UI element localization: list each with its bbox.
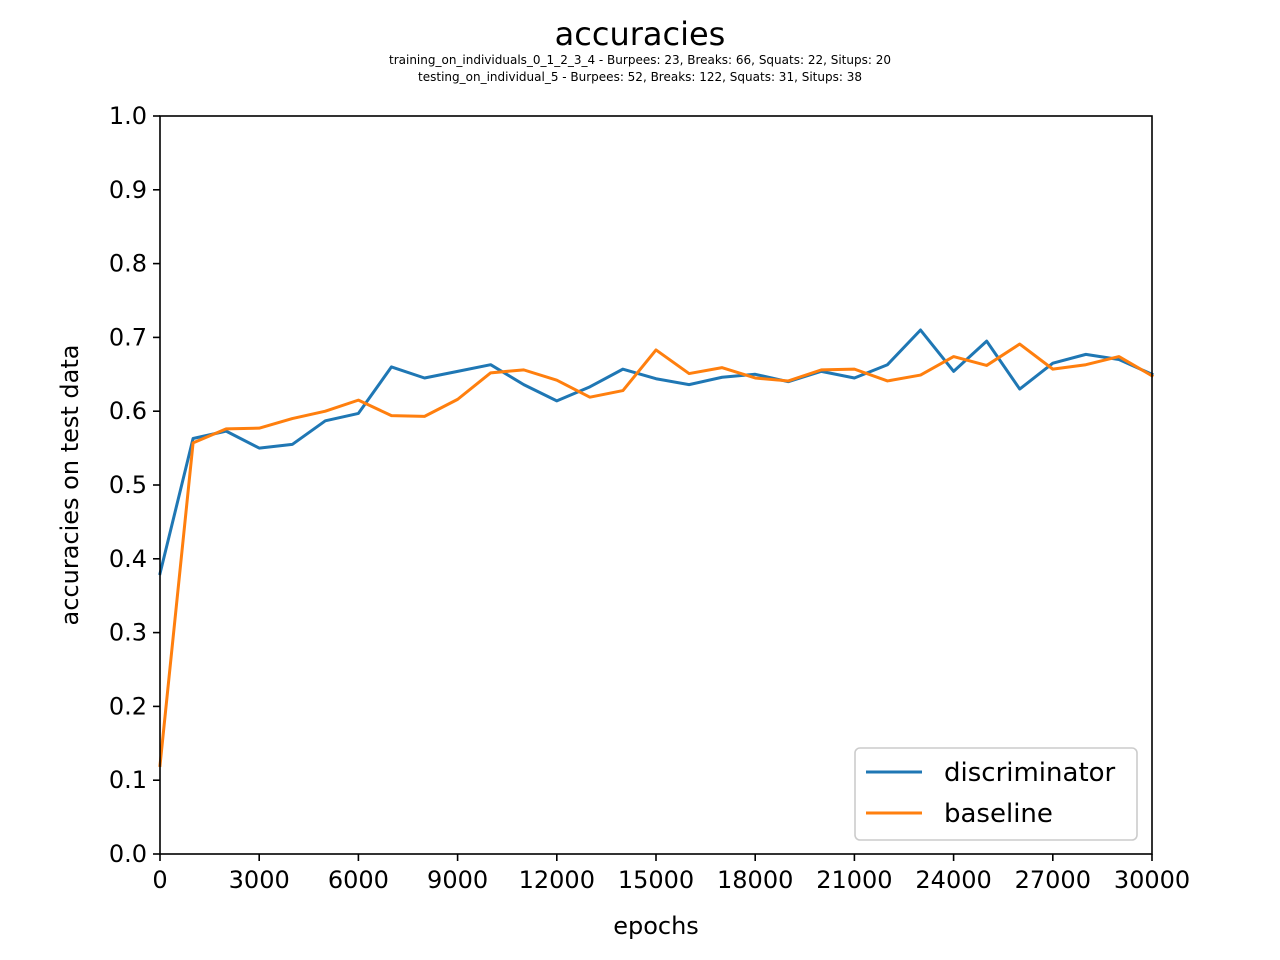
x-tick-label: 21000: [816, 866, 892, 894]
y-tick-label: 0.2: [109, 692, 147, 720]
y-axis-label: accuracies on test data: [56, 345, 84, 626]
y-tick-label: 0.0: [109, 840, 147, 868]
legend-label-discriminator: discriminator: [944, 758, 1116, 788]
legend-label-baseline: baseline: [944, 799, 1053, 829]
y-tick-label: 0.8: [109, 250, 147, 278]
x-tick-label: 30000: [1114, 866, 1190, 894]
y-tick-label: 0.6: [109, 397, 147, 425]
x-tick-label: 27000: [1015, 866, 1091, 894]
x-tick-label: 0: [152, 866, 167, 894]
x-axis: 0 3000 6000 9000 12000 15000 18000 21000 24000 27…: [152, 854, 1190, 894]
x-tick-label: 3000: [229, 866, 290, 894]
x-tick-label: 9000: [427, 866, 488, 894]
y-tick-label: 1.0: [109, 102, 147, 130]
y-tick-label: 0.9: [109, 176, 147, 204]
series-line-baseline: [158, 342, 1155, 768]
x-tick-label: 24000: [915, 866, 991, 894]
y-axis: 0.0 0.1 0.2 0.3 0.4 0.5 0.6 0.7 0.8 0.9 1.0: [109, 102, 160, 868]
y-tick-label: 0.5: [109, 471, 147, 499]
plot-lines: [158, 328, 1155, 768]
series-line-discriminator: [158, 328, 1154, 576]
chart-subtitle-line-2: testing_on_individual_5 - Burpees: 52, B…: [418, 70, 862, 84]
x-tick-label: 15000: [618, 866, 694, 894]
x-tick-label: 6000: [328, 866, 389, 894]
x-tick-label: 18000: [717, 866, 793, 894]
chart-title: accuracies: [555, 15, 726, 53]
x-tick-label: 12000: [519, 866, 595, 894]
legend-box: [854, 747, 1138, 841]
y-tick-label: 0.1: [109, 766, 147, 794]
plot-frame: [159, 115, 1153, 855]
y-tick-label: 0.3: [109, 619, 147, 647]
x-axis-label: epochs: [613, 912, 699, 940]
legend: discriminator baseline: [854, 747, 1138, 841]
y-tick-label: 0.4: [109, 545, 147, 573]
y-tick-label: 0.7: [109, 323, 147, 351]
chart-subtitle-line-1: training_on_individuals_0_1_2_3_4 - Burp…: [389, 53, 891, 67]
